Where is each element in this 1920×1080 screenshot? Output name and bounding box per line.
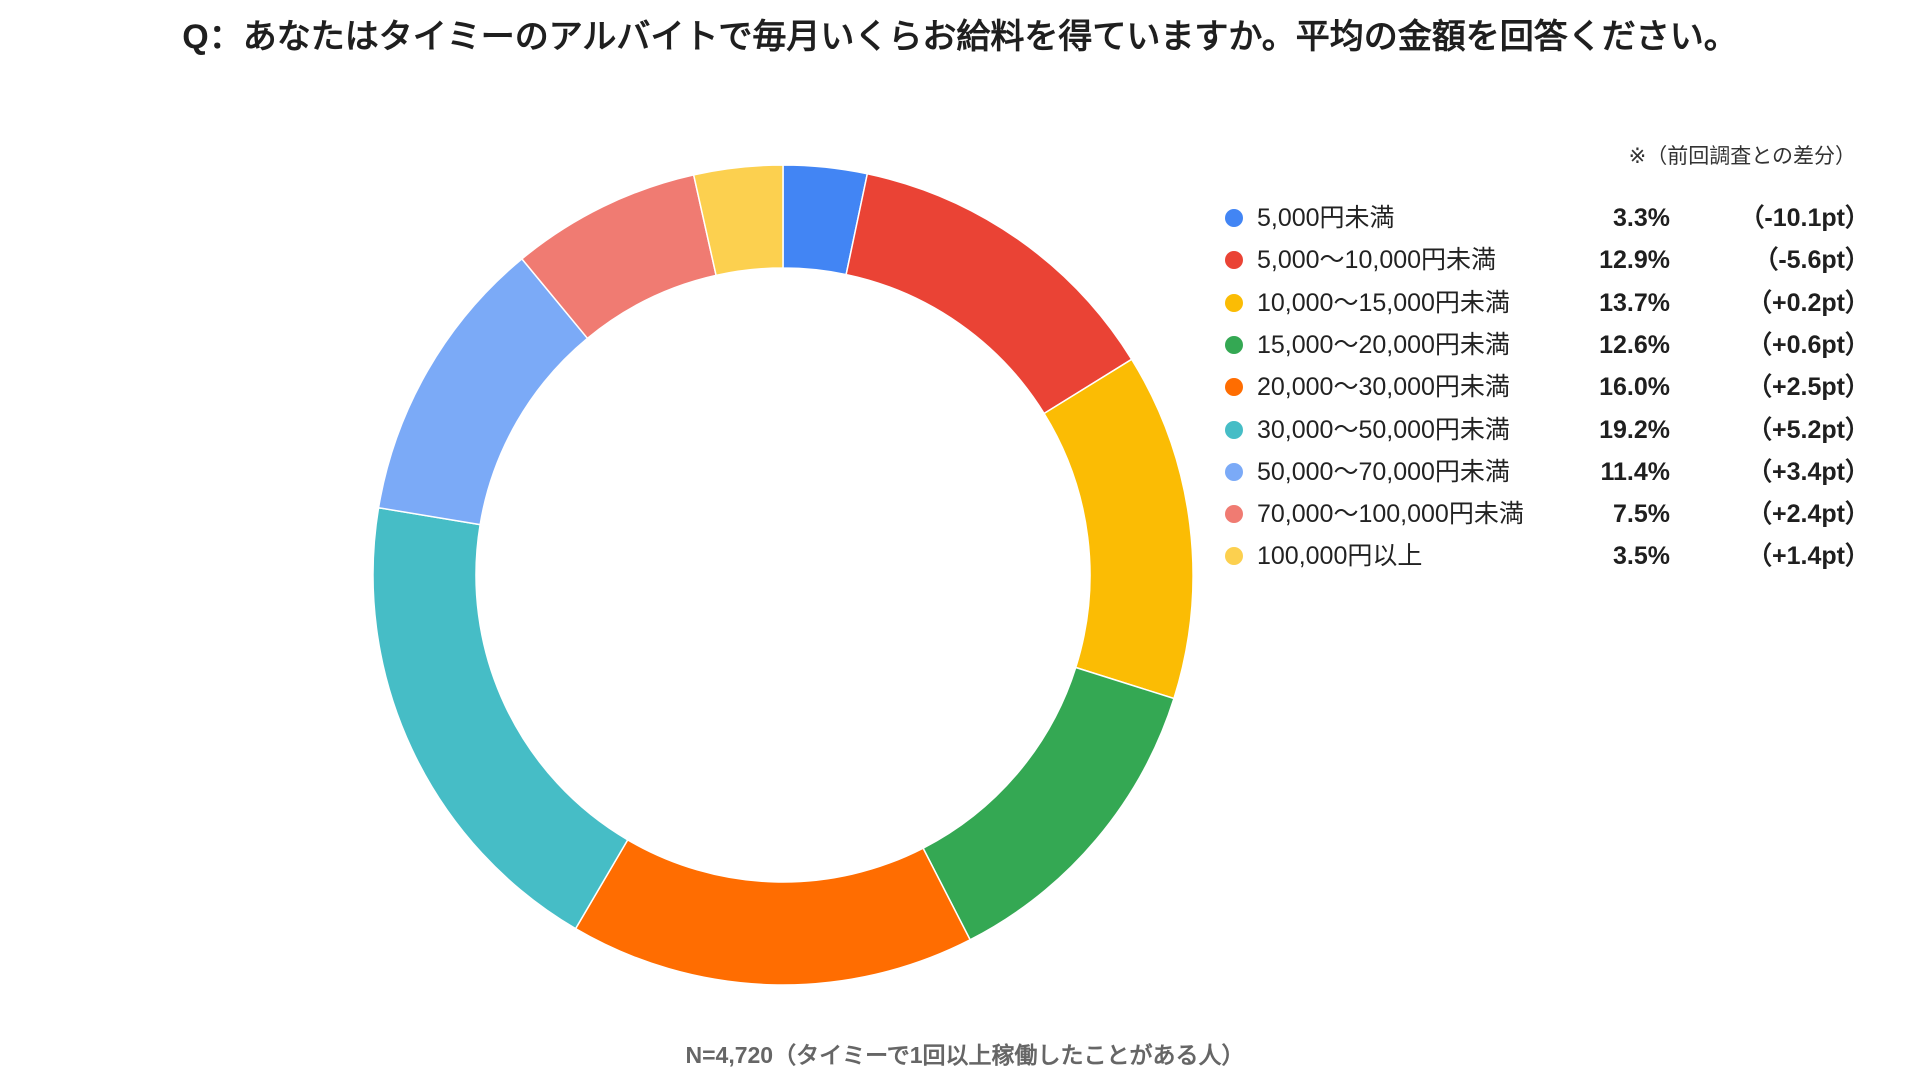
legend-swatch (1225, 505, 1243, 524)
legend-swatch (1225, 209, 1243, 227)
legend-swatch (1225, 251, 1243, 270)
donut-slice-6 (372, 506, 629, 930)
legend-label: 30,000〜50,000円未満 (1257, 415, 1510, 444)
legend-item: 30,000〜50,000円未満 19.2% （+5.2pt） (1220, 409, 1880, 451)
legend-swatch (1225, 378, 1243, 397)
legend-item: 100,000円以上 3.5% （+1.4pt） (1220, 535, 1880, 577)
legend-item: 50,000〜70,000円未満 11.4% （+3.4pt） (1220, 451, 1880, 493)
legend-difference: （+3.4pt） (1747, 457, 1870, 486)
legend-percentage: 3.3% (1613, 204, 1670, 232)
legend-difference: （+1.4pt） (1747, 542, 1870, 571)
legend-difference: （-5.6pt） (1753, 246, 1870, 275)
legend-item: 10,000〜15,000円未満 13.7% （+0.2pt） (1220, 282, 1880, 324)
legend-difference: （+5.2pt） (1747, 415, 1870, 444)
donut-slice-4 (922, 666, 1175, 941)
legend-label: 100,000円以上 (1257, 542, 1423, 571)
legend-difference: （+0.6pt） (1747, 330, 1870, 359)
legend-percentage: 3.5% (1613, 542, 1670, 571)
legend-percentage: 13.7% (1599, 288, 1670, 317)
donut-slice-3 (1043, 358, 1194, 700)
legend-swatch (1225, 335, 1243, 354)
legend-label: 70,000〜100,000円未満 (1257, 500, 1524, 529)
donut-chart (372, 164, 1194, 986)
legend-label: 50,000〜70,000円未満 (1257, 457, 1510, 486)
legend-percentage: 16.0% (1599, 373, 1670, 402)
legend-difference: （+0.2pt） (1747, 288, 1870, 317)
sample-size-note: N=4,720（タイミーで1回以上稼働したことがある人） (685, 1042, 1245, 1068)
legend-item: 20,000〜30,000円未満 16.0% （+2.5pt） (1220, 366, 1880, 408)
legend-percentage: 12.6% (1599, 330, 1670, 359)
legend-percentage: 11.4% (1600, 457, 1670, 486)
legend-swatch (1225, 420, 1243, 439)
legend: 5,000円未満 3.3% （-10.1pt） 5,000〜10,000円未満 12.9… (1220, 197, 1880, 581)
legend-label: 5,000〜10,000円未満 (1257, 246, 1497, 275)
legend-item: 5,000円未満 3.3% （-10.1pt） (1220, 197, 1880, 239)
legend-item: 15,000〜20,000円未満 12.6% （+0.6pt） (1220, 324, 1880, 366)
legend-percentage: 19.2% (1599, 415, 1670, 444)
legend-swatch (1225, 293, 1243, 312)
legend-difference: （-10.1pt） (1739, 204, 1870, 232)
difference-note: ※（前回調査との差分） (1628, 145, 1856, 168)
donut-slice-9 (692, 164, 784, 277)
legend-item: 70,000〜100,000円未満 7.5% （+2.4pt） (1220, 493, 1880, 535)
legend-swatch (1225, 547, 1243, 566)
legend-label: 20,000〜30,000円未満 (1257, 373, 1510, 402)
donut-slice-2 (845, 172, 1133, 415)
legend-label: 15,000〜20,000円未満 (1257, 330, 1510, 359)
legend-percentage: 12.9% (1599, 246, 1670, 275)
legend-difference: （+2.5pt） (1747, 373, 1870, 402)
legend-difference: （+2.4pt） (1747, 500, 1870, 529)
legend-item: 5,000〜10,000円未満 12.9% （-5.6pt） (1220, 239, 1880, 281)
legend-percentage: 7.5% (1613, 500, 1670, 529)
chart-title: Q：あなたはタイミーのアルバイトで毎月いくらお給料を得ていますか。平均の金額を回… (182, 18, 1738, 56)
legend-label: 5,000円未満 (1257, 204, 1395, 232)
donut-slice-5 (574, 838, 972, 986)
legend-swatch (1225, 462, 1243, 481)
legend-label: 10,000〜15,000円未満 (1257, 288, 1510, 317)
